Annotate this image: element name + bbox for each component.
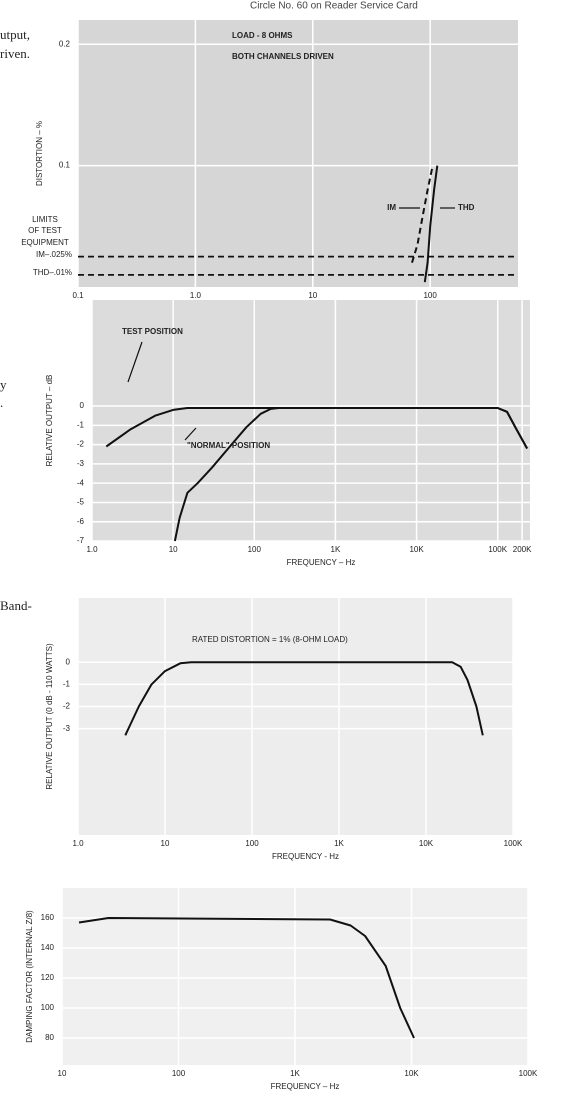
margin-text: riven. [0,46,30,61]
y-tick-label: 0 [66,657,71,666]
x-tick-label: 1.0 [72,839,84,848]
y-tick-label: -4 [77,478,85,487]
annotation: RATED DISTORTION = 1% (8-OHM LOAD) [192,635,348,644]
margin-text: utput, [0,27,30,42]
x-tick-label: 10K [404,1069,419,1078]
plot-background [92,300,530,541]
y-axis-label: RELATIVE OUTPUT – dB [45,375,54,467]
series-label: "NORMAL" POSITION [187,441,270,450]
x-tick-label: 1.0 [86,545,98,554]
page-header: Circle No. 60 on Reader Service Card [250,1,418,12]
y-tick-label: -1 [63,679,71,688]
annotation: OF TEST [28,226,62,235]
y-tick-label: 140 [41,943,55,952]
y-axis-label: DAMPING FACTOR (INTERNAL Z/8) [25,910,34,1043]
limit-label: THD–.01% [33,268,72,277]
x-axis-label: FREQUENCY – Hz [287,558,356,567]
annotation: LOAD - 8 OHMS [232,31,293,40]
x-tick-label: 1K [290,1069,300,1078]
series-label: THD [458,203,475,212]
y-tick-label: 160 [41,913,55,922]
x-tick-label: 10 [58,1069,67,1078]
x-tick-label: 200K [513,545,532,554]
x-tick-label: 10 [308,291,317,300]
plot-background [78,20,518,287]
x-tick-label: 100 [245,839,259,848]
pointer-arrow [184,427,197,441]
y-tick-label: -6 [77,517,85,526]
y-tick-label: -5 [77,498,85,507]
x-tick-label: 100 [172,1069,186,1078]
y-tick-label: 80 [45,1033,54,1042]
y-tick-label: -1 [77,420,85,429]
y-tick-label: 0.1 [59,161,71,170]
annotation: LIMITS [32,215,58,224]
series-label: IM [387,203,396,212]
y-tick-label: 0 [80,401,85,410]
x-tick-label: 100K [488,545,507,554]
margin-text: y [0,377,7,392]
x-tick-label: 1.0 [190,291,202,300]
x-tick-label: 10 [161,839,170,848]
y-axis-label: DISTORTION – % [35,121,44,186]
x-axis-label: FREQUENCY – Hz [271,1082,340,1091]
y-tick-label: -2 [77,440,85,449]
y-tick-label: -3 [63,724,71,733]
limit-label: IM–.025% [36,250,72,259]
x-tick-label: 0.1 [72,291,84,300]
annotation: EQUIPMENT [21,238,69,247]
x-tick-label: 10 [169,545,178,554]
y-axis-label: RELATIVE OUTPUT (0 dB - 110 WATTS) [45,643,54,790]
x-axis-label: FREQUENCY - Hz [272,852,339,861]
x-tick-label: 100 [423,291,437,300]
data-line [411,165,434,263]
y-tick-label: -7 [77,536,85,545]
y-tick-label: -2 [63,702,71,711]
data-line [423,165,439,283]
margin-text: . [0,395,3,410]
data-line [124,661,484,736]
margin-text: Band- [0,598,32,613]
y-tick-label: 100 [41,1003,55,1012]
y-tick-label: 120 [41,973,55,982]
series-label: TEST POSITION [122,327,183,336]
y-tick-label: -3 [77,459,85,468]
y-tick-label: 0.2 [59,39,71,48]
x-tick-label: 100K [519,1069,538,1078]
x-tick-label: 10K [409,545,424,554]
pointer-arrow [127,341,143,383]
data-line [173,407,528,542]
x-tick-label: 100 [248,545,262,554]
x-tick-label: 1K [334,839,344,848]
x-tick-label: 100K [504,839,523,848]
x-tick-label: 1K [331,545,341,554]
data-line [78,917,415,1039]
annotation: BOTH CHANNELS DRIVEN [232,52,334,61]
x-tick-label: 10K [419,839,434,848]
plot-background [78,598,513,835]
